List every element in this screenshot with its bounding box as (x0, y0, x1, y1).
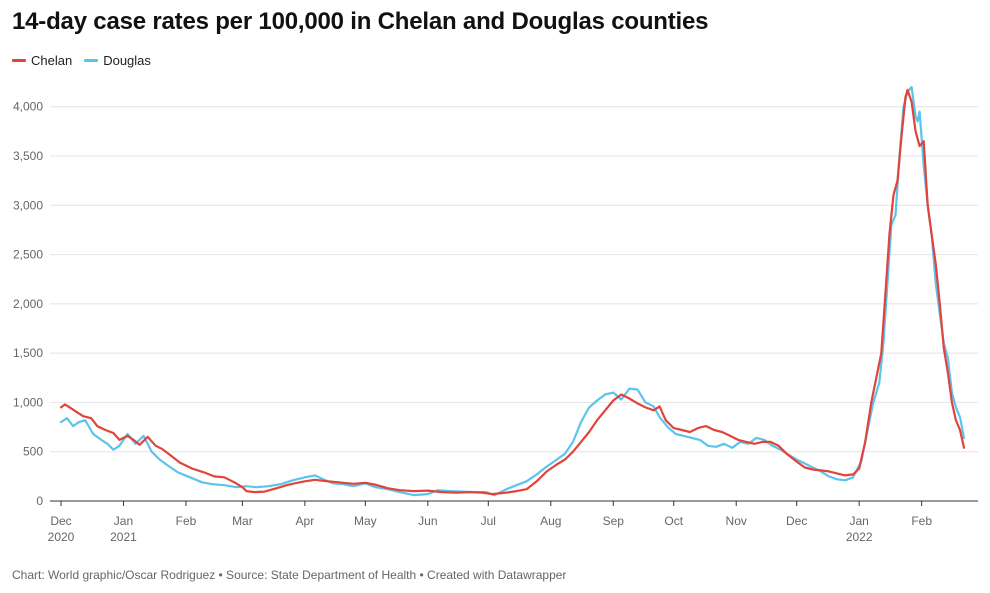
x-tick-year-label: 2021 (110, 530, 137, 544)
y-tick-label: 3,500 (13, 149, 43, 163)
x-tick-year-label: 2020 (48, 530, 75, 544)
x-tick-label: Nov (726, 514, 747, 528)
y-tick-label: 2,500 (13, 248, 43, 262)
legend-swatch-douglas (84, 59, 99, 62)
legend-swatch-chelan (12, 59, 26, 62)
x-tick-label: Dec (786, 514, 807, 528)
chart-title: 14-day case rates per 100,000 in Chelan … (12, 8, 709, 35)
x-tick-label: Sep (603, 514, 625, 528)
y-tick-label: 0 (36, 494, 43, 508)
y-tick-label: 1,000 (13, 395, 43, 409)
x-tick-label: Oct (664, 514, 683, 528)
x-tick-label: Feb (911, 514, 932, 528)
y-axis-labels: 0 500 1,000 1,500 2,000 2,500 3,000 3,500 4,000 (13, 100, 43, 508)
x-tick-label: Mar (232, 514, 253, 528)
y-tick-label: 2,000 (13, 297, 43, 311)
x-tick-label: Jan (114, 514, 133, 528)
y-tick-label: 3,000 (13, 198, 43, 212)
series-lines (59, 85, 966, 497)
chart-footer: Chart: World graphic/Oscar Rodriguez • S… (12, 568, 567, 582)
legend-item-douglas: Douglas (84, 53, 151, 68)
y-tick-label: 500 (23, 445, 43, 459)
y-tick-label: 1,500 (13, 346, 43, 360)
legend-label-douglas: Douglas (103, 53, 151, 68)
x-tick-label: Dec (50, 514, 71, 528)
line-chart: 05001,0001,5002,0002,5003,0003,5004,000 … (13, 85, 978, 544)
series-line-chelan (59, 88, 966, 496)
series-line-douglas (59, 85, 966, 497)
x-tick-label: Apr (296, 514, 315, 528)
legend-label-chelan: Chelan (31, 53, 73, 68)
x-tick-label: Jun (418, 514, 437, 528)
gridlines (50, 106, 978, 453)
x-tick-year-label: 2022 (846, 530, 873, 544)
legend-item-chelan: Chelan (12, 53, 72, 68)
x-tick-label: Aug (540, 514, 561, 528)
x-tick-label: Jan (849, 514, 868, 528)
x-tick-label: Jul (481, 514, 496, 528)
x-tick-label: May (354, 514, 377, 528)
legend: Chelan Douglas (12, 53, 151, 68)
x-tick-label: Feb (176, 514, 197, 528)
y-tick-label: 4,000 (13, 100, 43, 114)
x-axis: Dec 2020 Jan 2021 Feb Mar Apr May Jun Jul Aug Sep Oc… (48, 500, 978, 544)
